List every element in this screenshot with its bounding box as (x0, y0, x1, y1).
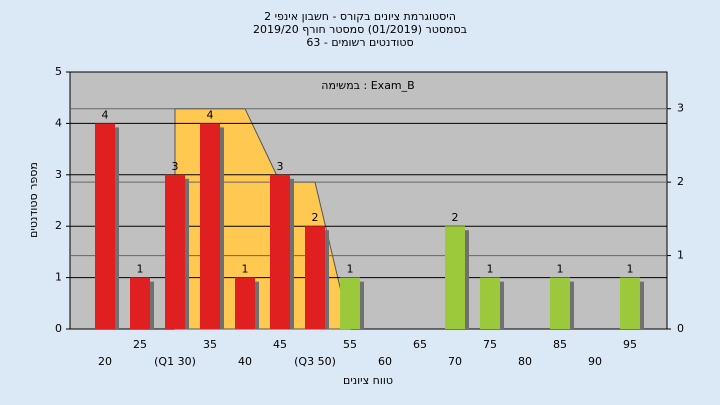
x-tick-label: 70 (448, 355, 462, 368)
data-label: 1 (487, 263, 494, 276)
y2-tick-label: 3 (677, 102, 684, 115)
chart-title: היסטוגרמת ציונים בקורס - חשבון אינפי 2 (264, 10, 456, 23)
x-tick-label: (Q3 50) (294, 355, 336, 368)
bar (95, 123, 115, 330)
bar (445, 226, 465, 329)
x-tick-label: 85 (553, 338, 567, 351)
bar (165, 174, 185, 329)
x-tick-label: 20 (98, 355, 112, 368)
data-label: 4 (207, 108, 214, 121)
bar (305, 226, 325, 329)
data-label: 3 (277, 160, 284, 173)
y-tick-label: 3 (55, 168, 62, 181)
bar (270, 174, 290, 329)
annotation: במשימה : Exam_B (321, 79, 414, 92)
bar (480, 277, 500, 329)
plot-area (69, 71, 668, 330)
y2-tick-label: 1 (677, 249, 684, 262)
y-tick-label: 5 (55, 65, 62, 78)
x-tick-label: 60 (378, 355, 392, 368)
x-tick-label: 55 (343, 338, 357, 351)
y-tick-label: 4 (55, 116, 62, 129)
data-label: 2 (312, 211, 319, 224)
data-label: 3 (172, 160, 179, 173)
x-tick-label: 45 (273, 338, 287, 351)
x-tick-label: (Q1 30) (154, 355, 196, 368)
y2-tick-label: 0 (677, 322, 684, 335)
data-label: 1 (347, 263, 354, 276)
x-tick-label: 35 (203, 338, 217, 351)
data-label: 1 (627, 263, 634, 276)
x-tick-label: 90 (588, 355, 602, 368)
bar (130, 277, 150, 329)
bar (550, 277, 570, 329)
x-tick-label: 65 (413, 338, 427, 351)
chart-title: בסמסטר (01/2019) סמסטר חורף 2019/20 (253, 23, 467, 36)
bar (235, 277, 255, 329)
x-tick-label: 25 (133, 338, 147, 351)
x-tick-label: 40 (238, 355, 252, 368)
x-tick-label: 95 (623, 338, 637, 351)
y2-tick-label: 2 (677, 175, 684, 188)
y-axis-label: מספר סטודנטים (27, 162, 40, 238)
y-tick-label: 2 (55, 219, 62, 232)
y-tick-label: 1 (55, 271, 62, 284)
data-label: 1 (242, 263, 249, 276)
bar (340, 277, 360, 329)
bar (620, 277, 640, 329)
bar (200, 123, 220, 330)
x-tick-label: 75 (483, 338, 497, 351)
x-tick-label: 80 (518, 355, 532, 368)
data-label: 1 (137, 263, 144, 276)
y-tick-label: 0 (55, 322, 62, 335)
data-label: 2 (452, 211, 459, 224)
chart-title: סטודנטים רשומים - 63 (306, 36, 413, 49)
data-label: 1 (557, 263, 564, 276)
data-label: 4 (102, 108, 109, 121)
x-axis-label: טווח ציונים (343, 374, 393, 387)
